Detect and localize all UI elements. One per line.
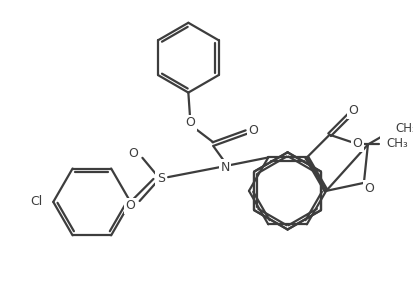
Text: O: O bbox=[351, 138, 361, 151]
Text: Cl: Cl bbox=[30, 195, 42, 208]
Text: O: O bbox=[128, 147, 138, 160]
Text: CH₃: CH₃ bbox=[386, 138, 407, 151]
Text: O: O bbox=[348, 104, 358, 117]
Text: O: O bbox=[185, 116, 195, 129]
Text: O: O bbox=[248, 124, 258, 137]
Text: CH₃: CH₃ bbox=[395, 122, 413, 135]
Text: O: O bbox=[125, 199, 135, 212]
Text: N: N bbox=[220, 160, 229, 173]
Text: S: S bbox=[157, 173, 164, 186]
Text: O: O bbox=[363, 182, 373, 195]
